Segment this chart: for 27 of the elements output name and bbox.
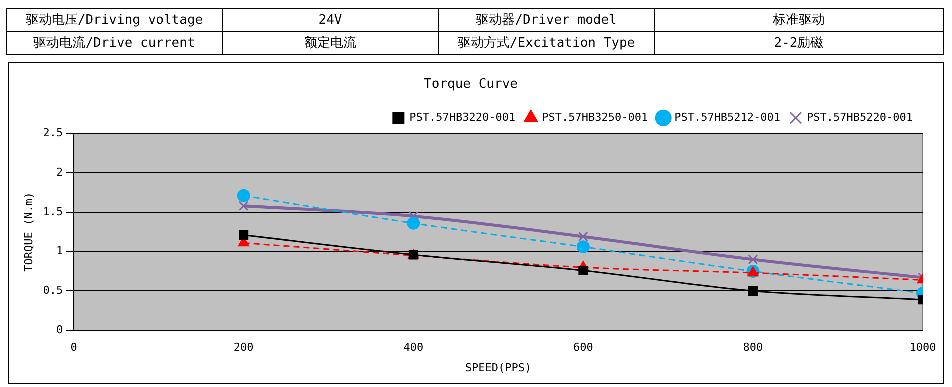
y-tick-label: 2.5 — [43, 126, 64, 140]
x-axis-title: SPEED(PPS) — [465, 361, 532, 374]
y-axis-title: TORQUE (N.m) — [22, 192, 36, 272]
legend-label: PST.57HB3250-001 — [542, 110, 648, 124]
legend-label: PST.57HB5212-001 — [674, 110, 781, 124]
text: 驱动电流/Drive current — [6, 32, 222, 54]
x-tick-label: 600 — [573, 341, 594, 354]
x-tick-label: 1000 — [910, 341, 936, 354]
y-tick-label: 2 — [56, 166, 64, 179]
text: 驱动方式/Excitation Type — [438, 32, 654, 54]
x-tick-label: 800 — [743, 341, 764, 354]
x-tick-label: 400 — [404, 341, 424, 354]
x-tick-label: 200 — [234, 341, 254, 354]
text: 24V — [222, 8, 438, 32]
text: 2-2励磁 — [654, 32, 944, 54]
text: 额定电流 — [222, 32, 438, 54]
y-tick-label: 1 — [56, 244, 64, 258]
text: 驱动电压/Driving voltage — [6, 8, 222, 32]
legend-label: PST.57HB3220-001 — [410, 110, 516, 124]
chart-title: Torque Curve — [424, 77, 518, 92]
x-tick-label: 0 — [70, 341, 78, 354]
y-tick-label: 1.5 — [43, 205, 64, 218]
text: 驱动器/Driver model — [438, 8, 654, 32]
y-tick-label: 0 — [56, 323, 64, 336]
text: 标准驱动 — [654, 8, 944, 32]
y-tick-label: 0.5 — [43, 284, 64, 298]
legend-label: PST.57HB5220-001 — [807, 110, 914, 124]
